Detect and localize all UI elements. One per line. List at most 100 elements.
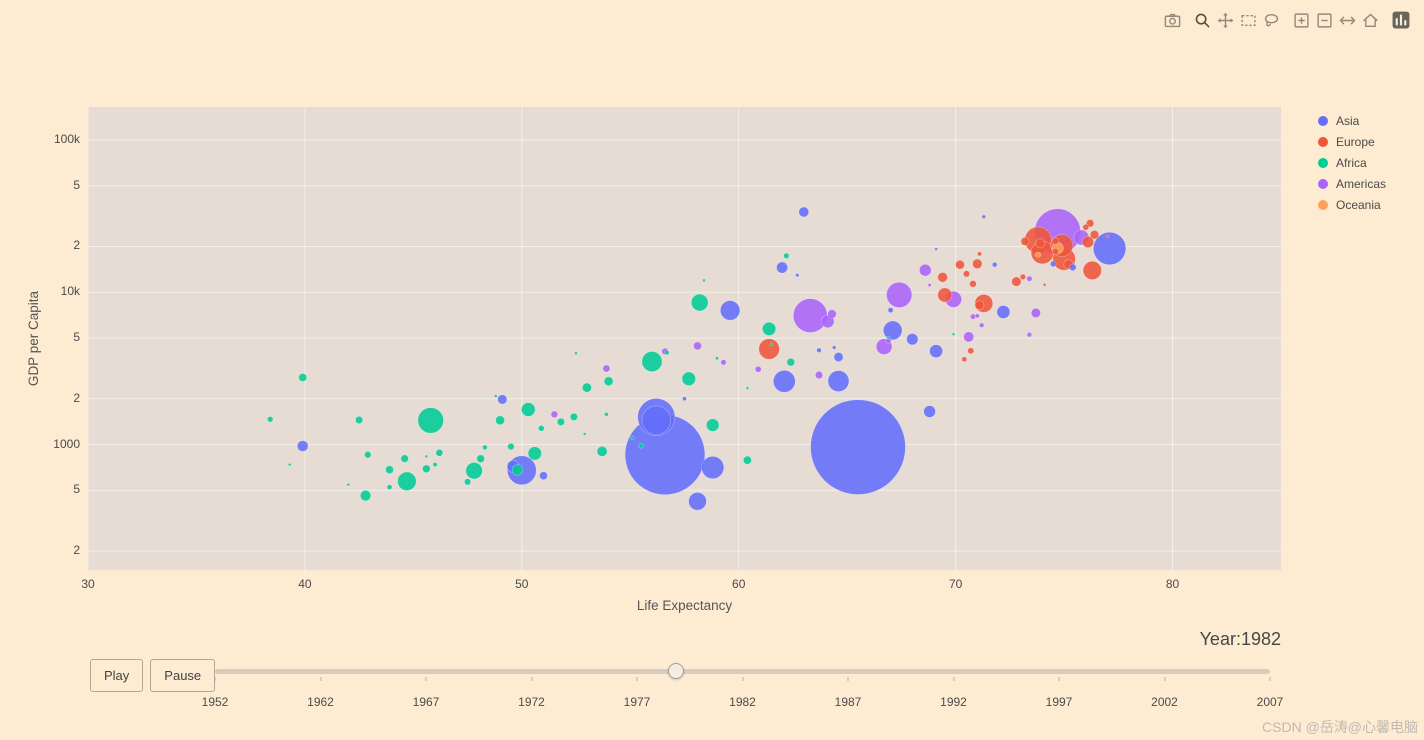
bubble-benin[interactable] bbox=[538, 425, 545, 432]
slider-rail[interactable] bbox=[215, 669, 1270, 674]
bubble-afghanistan[interactable] bbox=[297, 440, 309, 452]
bubble-belgium[interactable] bbox=[1035, 238, 1046, 249]
bubble-japan[interactable] bbox=[1092, 231, 1127, 266]
legend-item-oceania[interactable]: Oceania bbox=[1318, 198, 1386, 212]
bubble-lesotho[interactable] bbox=[630, 435, 635, 441]
bubble-sudan[interactable] bbox=[521, 402, 536, 417]
bubble-eritrea[interactable] bbox=[386, 484, 393, 491]
bubble-oman[interactable] bbox=[795, 273, 800, 278]
bubble-tunisia[interactable] bbox=[786, 357, 795, 367]
legend-item-asia[interactable]: Asia bbox=[1318, 114, 1386, 128]
lasso-icon[interactable] bbox=[1260, 9, 1283, 31]
bubble-kenya[interactable] bbox=[706, 418, 720, 432]
bubble-gabon[interactable] bbox=[702, 278, 706, 283]
bubble-equatorial-guinea[interactable] bbox=[346, 482, 350, 487]
bubble-israel[interactable] bbox=[1049, 260, 1057, 268]
bubble-jamaica[interactable] bbox=[979, 322, 985, 328]
bubble-spain[interactable] bbox=[1082, 260, 1102, 280]
bubble-syria[interactable] bbox=[833, 352, 844, 362]
bubble-somalia[interactable] bbox=[355, 415, 364, 424]
bubble-guatemala[interactable] bbox=[693, 341, 702, 351]
bubble-montenegro[interactable] bbox=[1042, 283, 1047, 287]
bubble-malaysia[interactable] bbox=[906, 333, 919, 346]
bubble-iran[interactable] bbox=[719, 300, 741, 321]
bubble-burkina-faso[interactable] bbox=[476, 454, 485, 463]
bubble-philippines[interactable] bbox=[772, 369, 796, 393]
bubble-madagascar[interactable] bbox=[495, 415, 505, 426]
slider-handle[interactable] bbox=[668, 663, 685, 679]
bubble-zimbabwe[interactable] bbox=[743, 455, 752, 465]
bubble-hong-kong-china[interactable] bbox=[1069, 263, 1077, 272]
bubble-singapore[interactable] bbox=[991, 262, 998, 268]
bubble-panama[interactable] bbox=[974, 313, 980, 319]
bubble-slovenia[interactable] bbox=[977, 251, 982, 257]
bubble-yemen-rep-[interactable] bbox=[497, 394, 508, 405]
legend-item-africa[interactable]: Africa bbox=[1318, 156, 1386, 170]
bubble-turkey[interactable] bbox=[758, 338, 780, 360]
zoom-icon[interactable] bbox=[1191, 9, 1214, 31]
camera-icon[interactable] bbox=[1161, 9, 1184, 31]
bubble-bosnia-and-herzegovina[interactable] bbox=[967, 347, 975, 355]
bubble-niger[interactable] bbox=[400, 454, 409, 463]
bubble-korea-dem-rep-[interactable] bbox=[929, 344, 943, 358]
bubble-finland[interactable] bbox=[1051, 247, 1060, 256]
bubble-serbia[interactable] bbox=[955, 259, 965, 270]
zoom-in-icon[interactable] bbox=[1290, 9, 1313, 31]
bubble-sao-tome-and-principe[interactable] bbox=[745, 386, 750, 390]
bubble-algeria[interactable] bbox=[762, 321, 777, 336]
bubble-honduras[interactable] bbox=[754, 365, 762, 373]
bubble-venezuela[interactable] bbox=[919, 264, 932, 277]
bubble-ecuador[interactable] bbox=[827, 309, 837, 319]
bubble-chad[interactable] bbox=[507, 443, 515, 451]
bubble-czech-republic[interactable] bbox=[972, 258, 983, 269]
bubble-sierra-leone[interactable] bbox=[267, 416, 274, 423]
bubble-cote-d-ivoire[interactable] bbox=[603, 376, 614, 387]
bubble-netherlands[interactable] bbox=[1081, 236, 1094, 249]
bubble-albania[interactable] bbox=[961, 356, 968, 363]
bubble-ethiopia[interactable] bbox=[397, 471, 417, 491]
legend-item-americas[interactable]: Americas bbox=[1318, 177, 1386, 191]
bubble-egypt[interactable] bbox=[641, 351, 663, 373]
bubble-saudi-arabia[interactable] bbox=[798, 206, 810, 218]
bubble-malawi[interactable] bbox=[422, 464, 431, 473]
bubble-peru[interactable] bbox=[820, 314, 835, 329]
bubble-zambia[interactable] bbox=[556, 417, 565, 426]
bubble-norway[interactable] bbox=[1082, 223, 1090, 231]
bubble-nigeria[interactable] bbox=[417, 407, 444, 434]
legend-item-europe[interactable]: Europe bbox=[1318, 135, 1386, 149]
pause-button[interactable]: Pause bbox=[150, 659, 216, 692]
bubble-south-africa[interactable] bbox=[690, 293, 709, 312]
plotly-logo-icon[interactable] bbox=[1389, 9, 1412, 31]
bubble-new-zealand[interactable] bbox=[1035, 251, 1042, 258]
bubble-brazil[interactable] bbox=[792, 298, 828, 333]
autoscale-icon[interactable] bbox=[1336, 9, 1359, 31]
bubble-bahrain[interactable] bbox=[934, 247, 938, 251]
bubble-puerto-rico[interactable] bbox=[1026, 275, 1033, 282]
bubble-mauritius[interactable] bbox=[886, 335, 891, 340]
bubble-senegal[interactable] bbox=[569, 412, 578, 421]
bubble-ghana[interactable] bbox=[596, 445, 608, 457]
reset-axes-home-icon[interactable] bbox=[1359, 9, 1382, 31]
bubble-cameroon[interactable] bbox=[581, 382, 592, 393]
bubble-pakistan[interactable] bbox=[641, 405, 671, 435]
bubble-thailand[interactable] bbox=[827, 370, 850, 392]
bubble-lebanon[interactable] bbox=[887, 307, 894, 313]
bubble-nicaragua[interactable] bbox=[720, 359, 727, 366]
bubble-sweden[interactable] bbox=[1089, 230, 1100, 240]
bubble-mongolia[interactable] bbox=[682, 396, 687, 402]
bubble-hungary[interactable] bbox=[937, 272, 948, 283]
bubble-guinea-bissau[interactable] bbox=[288, 462, 292, 467]
bubble-romania[interactable] bbox=[937, 287, 953, 303]
bubble-trinidad-and-tobago[interactable] bbox=[927, 283, 932, 288]
bubble-ireland[interactable] bbox=[1019, 273, 1027, 280]
bubble-swaziland[interactable] bbox=[574, 351, 578, 355]
bubble-rwanda[interactable] bbox=[435, 448, 444, 457]
bubble-costa-rica[interactable] bbox=[1026, 332, 1033, 338]
bubble-mexico[interactable] bbox=[886, 281, 913, 308]
bubble-gambia[interactable] bbox=[424, 454, 429, 459]
box-select-icon[interactable] bbox=[1237, 9, 1260, 31]
bubble-central-african-republic[interactable] bbox=[482, 444, 488, 451]
bubble-iraq[interactable] bbox=[776, 261, 788, 274]
bubble-haiti[interactable] bbox=[550, 410, 559, 419]
bubble-congo-rep-[interactable] bbox=[664, 350, 670, 355]
